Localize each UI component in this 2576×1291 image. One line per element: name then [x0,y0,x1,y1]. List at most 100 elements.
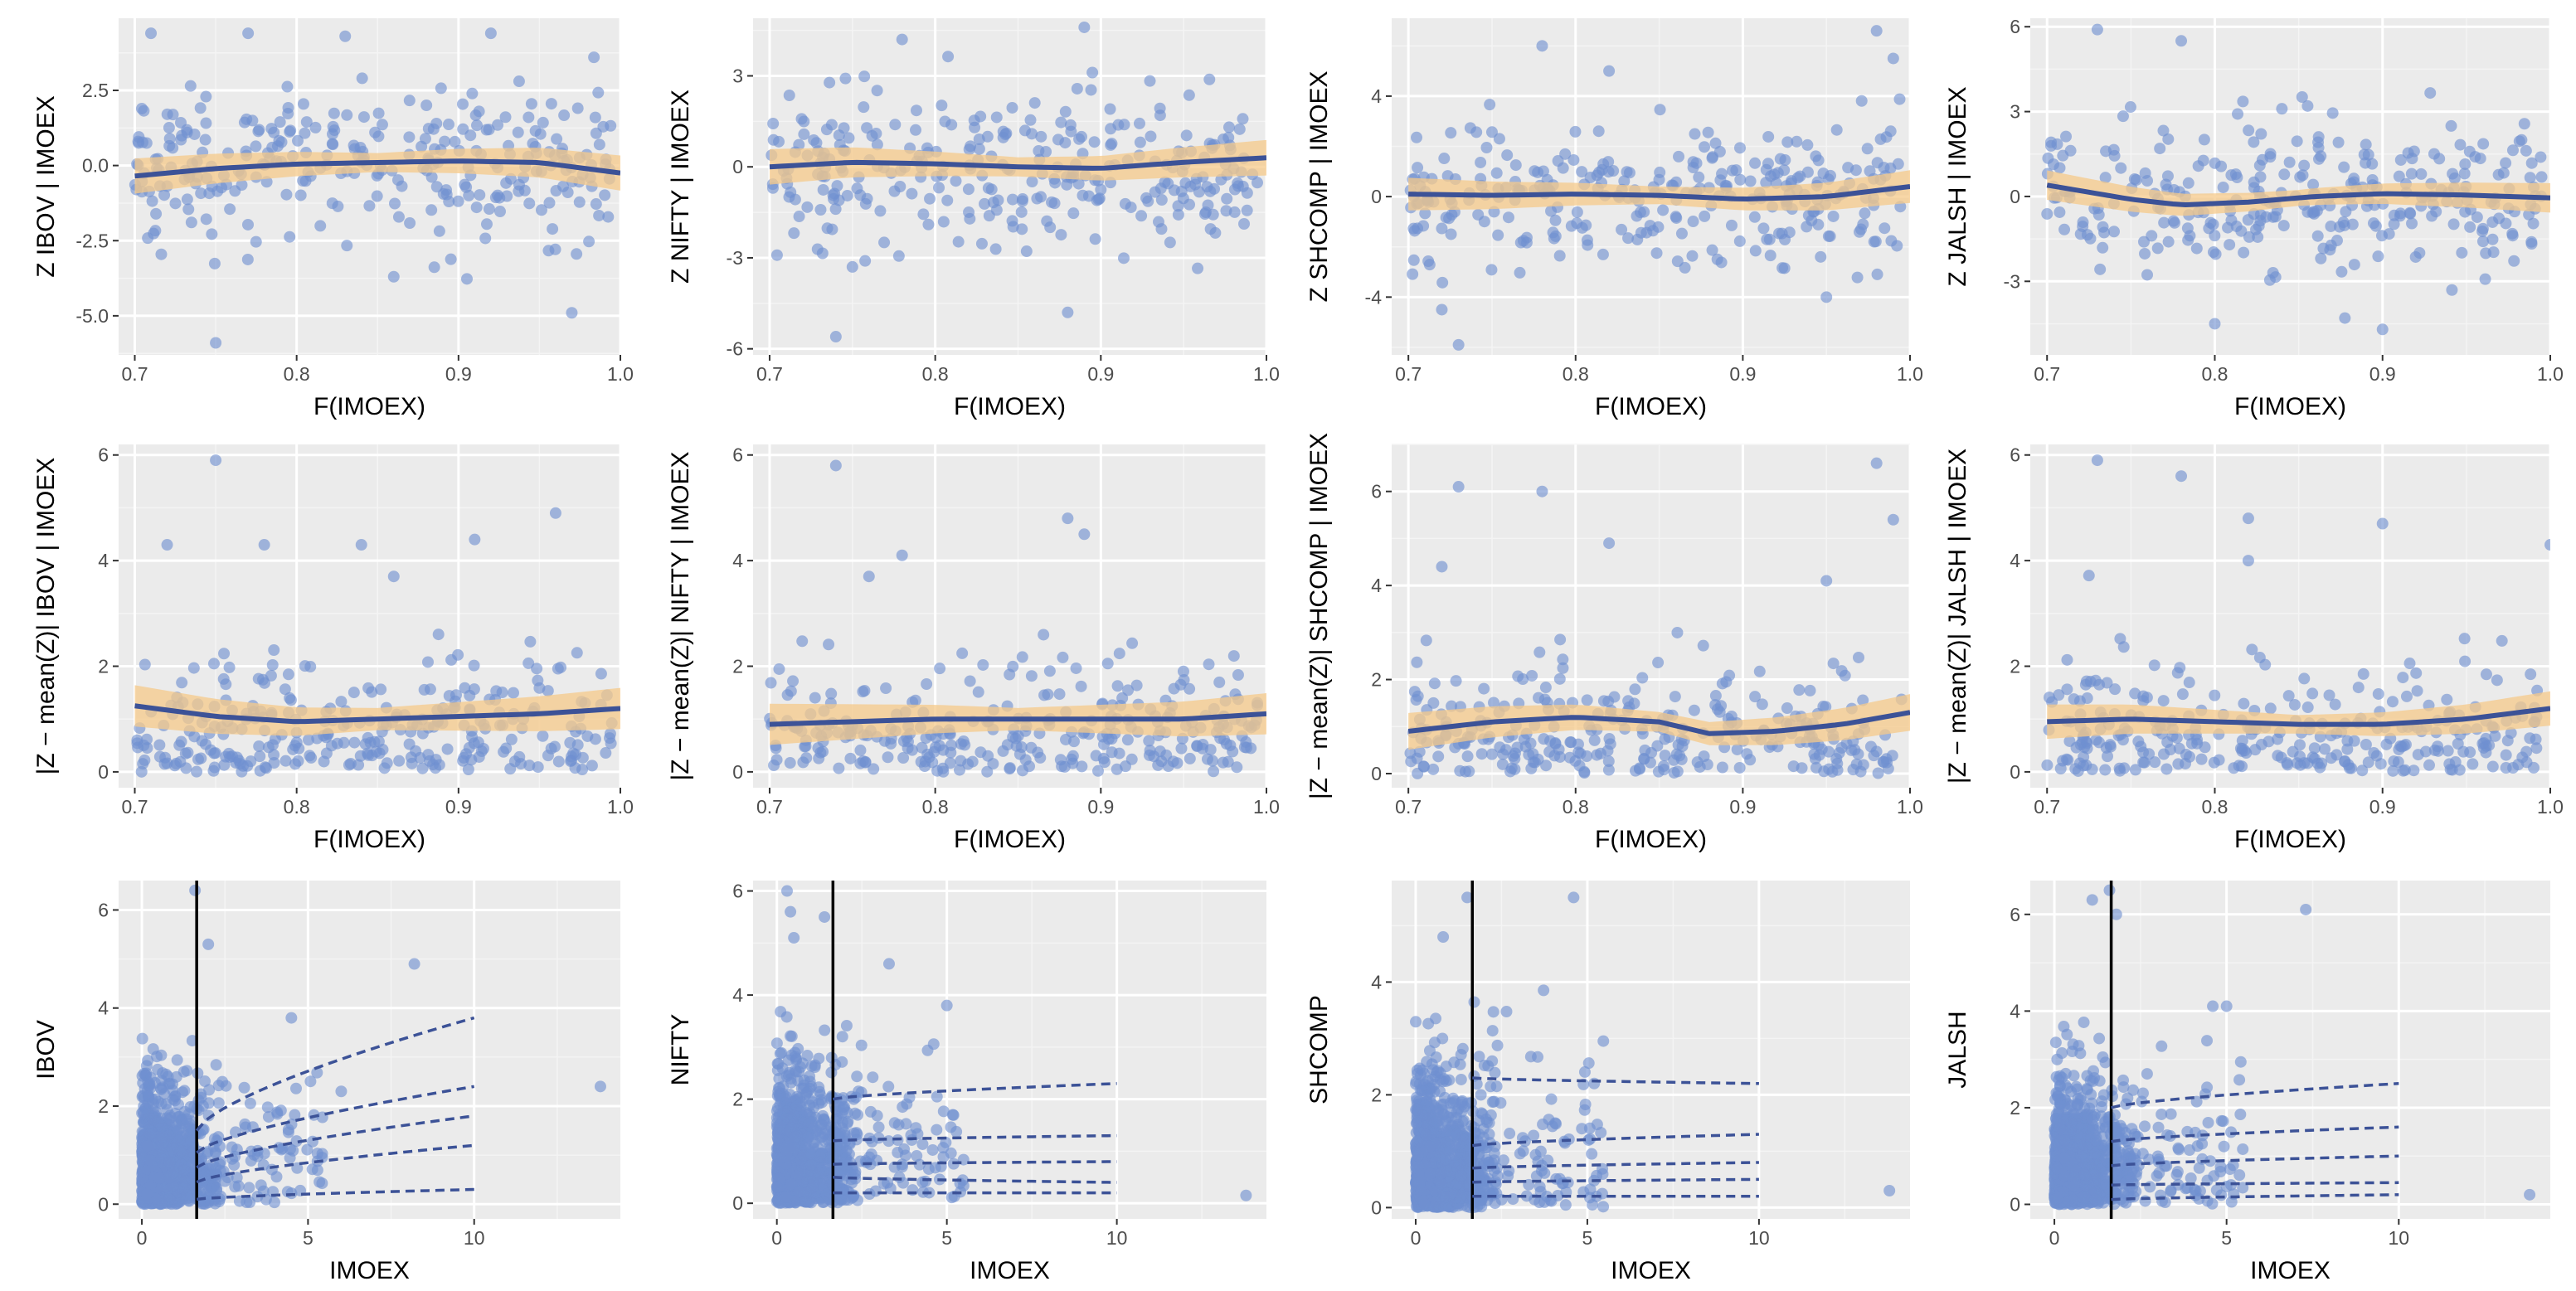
data-point [2335,265,2348,278]
data-point [460,273,473,285]
data-point [2253,159,2266,172]
data-point [1634,206,1646,219]
data-point [955,755,967,767]
data-point [1671,765,1684,778]
data-point [1203,73,1216,85]
data-point [1756,698,1768,711]
data-point [1824,230,1836,242]
x-tick-label: 1.0 [1897,796,1923,818]
data-point [167,109,179,121]
data-point [218,759,231,771]
data-point [2161,170,2174,182]
data-point [788,932,800,944]
data-point [1090,750,1102,762]
data-point [1475,156,1487,168]
data-point [207,658,220,670]
data-point [2149,756,2161,769]
data-point [1175,742,1188,755]
data-point [1709,690,1722,702]
data-point [797,1149,809,1162]
data-point [1053,688,1066,701]
data-point [1436,303,1448,316]
y-tick-label: 6 [98,444,109,466]
data-point [163,1172,176,1184]
data-point [1092,764,1105,777]
data-point [1417,760,1430,773]
y-tick-label: 0 [2010,186,2020,207]
data-point [882,1080,895,1093]
data-point [1672,739,1684,751]
data-point [819,1114,831,1127]
data-point [2208,756,2220,769]
data-point [2143,748,2156,760]
data-point [218,648,231,660]
data-point [1524,737,1537,750]
data-point [335,1085,348,1098]
data-point [1044,221,1057,234]
data-point [1748,211,1761,223]
data-point [896,33,908,46]
data-point [1693,171,1705,183]
data-point [207,764,220,777]
data-point [2525,238,2538,250]
data-point [1233,123,1246,135]
data-point [2154,143,2166,155]
data-point [787,675,800,687]
data-point [513,75,525,88]
data-point [2209,689,2221,701]
data-point [2242,214,2254,226]
data-point [153,739,166,751]
y-tick-label: 4 [732,550,743,571]
data-point [2352,682,2365,694]
data-point [2308,742,2321,755]
data-point [2298,159,2311,172]
data-point [2204,216,2217,229]
data-point [2398,740,2410,752]
data-point [571,102,584,114]
data-point [2508,255,2520,267]
data-point [542,685,554,697]
x-tick-label: 0.8 [1563,363,1589,385]
data-point [1088,136,1101,148]
data-point [163,122,175,134]
data-point [1004,763,1016,775]
data-point [1511,741,1524,754]
data-point [882,751,894,764]
data-point [289,1082,302,1094]
data-point [2487,246,2500,259]
data-point [2337,216,2350,229]
data-point [813,1167,825,1179]
data-point [2063,735,2076,747]
data-point [2057,755,2069,767]
data-point [2459,206,2472,218]
data-point [851,1070,863,1083]
data-point [1749,157,1762,169]
data-point [1725,219,1738,231]
data-point [1878,162,1890,174]
data-point [1830,124,1843,136]
data-point [917,208,930,221]
data-point [2530,742,2543,755]
data-point [956,1174,969,1187]
data-point [2319,743,2331,755]
data-point [595,667,607,680]
data-point [813,752,825,764]
data-point [1716,167,1728,180]
data-point [1817,701,1830,713]
data-point [200,90,212,103]
data-point [2480,732,2492,745]
data-point [150,207,163,220]
data-point [474,189,486,201]
data-point [1774,153,1786,165]
data-point [2243,231,2255,243]
data-point [445,653,458,666]
data-point [784,757,796,769]
data-point [1868,750,1880,762]
data-point [1497,748,1509,760]
data-point [209,747,221,760]
data-point [1849,164,1862,177]
data-point [1208,182,1221,195]
data-point [936,99,948,112]
data-point [1172,208,1184,221]
